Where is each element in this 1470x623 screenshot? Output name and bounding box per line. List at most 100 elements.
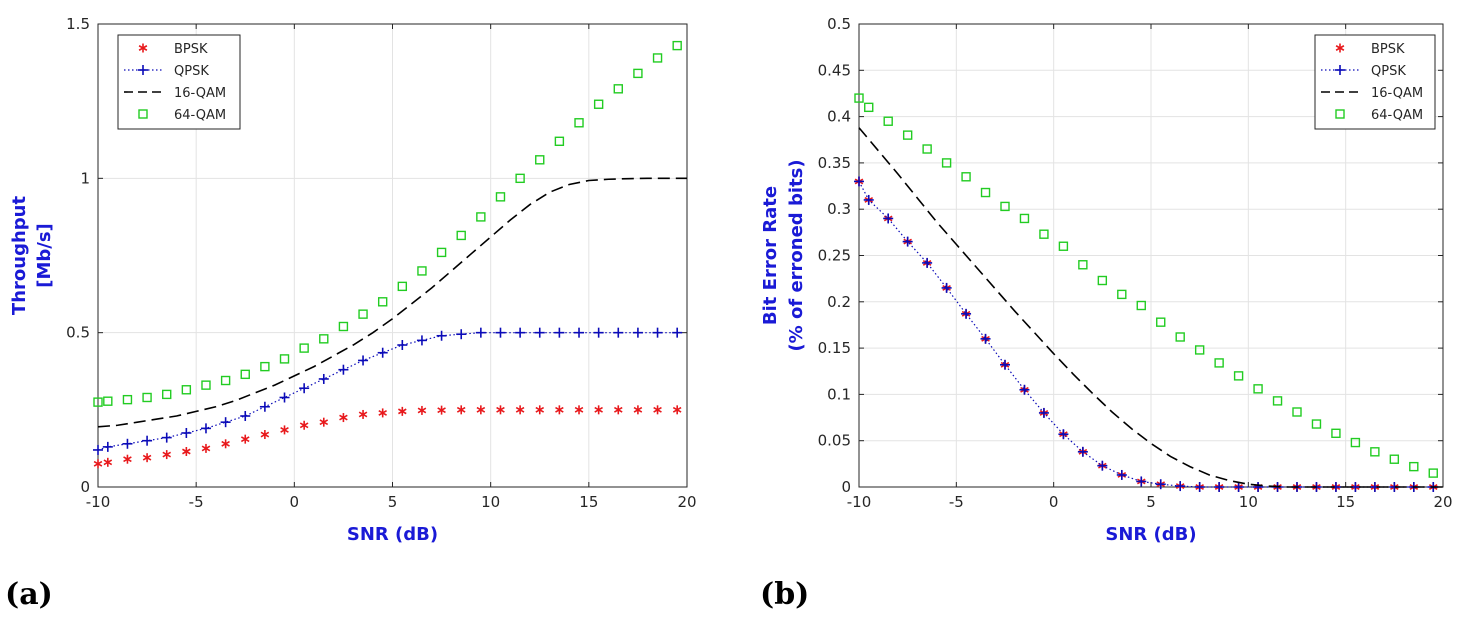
data-point	[1097, 275, 1108, 286]
data-point	[338, 364, 349, 375]
legend-item: 16-QAM	[124, 86, 226, 101]
data-point	[613, 327, 624, 338]
data-point	[299, 420, 309, 430]
data-point	[1077, 446, 1088, 457]
data-point	[240, 434, 250, 444]
data-point	[534, 327, 545, 338]
data-point	[652, 327, 663, 338]
data-point	[279, 392, 290, 403]
data-point	[476, 405, 486, 415]
legend-label: QPSK	[174, 64, 209, 79]
legend-swatch	[138, 109, 148, 119]
legend-swatch	[138, 43, 148, 53]
y-tick-label: 0.15	[818, 339, 851, 357]
data-point	[515, 405, 525, 415]
series-16-qam	[858, 127, 1443, 488]
data-point	[1000, 201, 1010, 212]
data-point	[633, 68, 643, 79]
data-point	[436, 330, 447, 341]
data-point	[1136, 476, 1147, 487]
data-point	[1019, 213, 1030, 224]
x-tick-label: -10	[86, 493, 111, 511]
data-point	[398, 406, 407, 416]
data-point	[456, 329, 467, 340]
x-tick-label: 5	[388, 493, 398, 511]
y-axis-label: Throughput	[9, 196, 30, 316]
x-tick-label: 10	[1239, 493, 1258, 511]
legend-item: 64-QAM	[138, 108, 226, 123]
data-point	[456, 405, 466, 415]
y-tick-label: 0.45	[818, 61, 851, 79]
data-point	[555, 405, 564, 415]
chart-a: -10 -5 0 5 10 15 20 0 0.5 1 1.5 SNR (dB) Throughput[…	[9, 15, 697, 545]
data-point	[240, 369, 250, 380]
data-point	[103, 396, 113, 406]
data-point	[280, 425, 289, 435]
data-point	[535, 405, 545, 415]
series-64-qam	[854, 93, 1438, 478]
data-point	[1019, 384, 1030, 395]
data-point	[93, 397, 103, 407]
data-point	[475, 327, 486, 338]
series-line	[858, 127, 1443, 488]
data-point	[200, 423, 211, 434]
legend-label: BPSK	[1371, 42, 1405, 57]
data-point	[1117, 289, 1127, 300]
data-point	[1331, 428, 1341, 438]
data-point	[632, 327, 643, 338]
data-point	[299, 383, 310, 394]
data-point	[883, 213, 894, 224]
x-tick-label: -5	[949, 493, 964, 511]
data-point	[417, 405, 427, 415]
data-point	[961, 308, 972, 319]
data-point	[902, 236, 913, 247]
data-point	[633, 405, 643, 415]
data-point	[652, 53, 663, 63]
data-point	[854, 93, 864, 103]
data-point	[594, 405, 603, 415]
data-point	[182, 447, 191, 457]
legend-item: 16-QAM	[1321, 86, 1423, 101]
data-point	[1175, 332, 1185, 342]
legend-label: QPSK	[1371, 64, 1406, 79]
x-axis-label: SNR (dB)	[347, 524, 438, 545]
x-tick-label: -10	[847, 493, 872, 511]
data-point	[476, 212, 486, 222]
y-tick-label: 0	[80, 478, 90, 496]
data-point	[201, 380, 211, 390]
data-point	[338, 321, 349, 332]
data-point	[456, 230, 466, 241]
panel-label: (a)	[5, 577, 53, 612]
data-point	[123, 454, 132, 464]
data-point	[397, 340, 408, 351]
x-axis-label: SNR (dB)	[1105, 524, 1196, 545]
data-point	[416, 335, 427, 346]
data-point	[883, 116, 893, 126]
data-point	[1389, 454, 1400, 464]
data-point	[980, 333, 991, 344]
data-point	[515, 327, 526, 338]
series-64-qam	[93, 40, 682, 407]
data-point	[1136, 300, 1146, 311]
data-point	[554, 327, 565, 338]
data-point	[1194, 482, 1205, 492]
y-tick-label: 0.2	[827, 293, 851, 311]
data-point	[181, 427, 192, 438]
data-point	[863, 194, 874, 205]
y-tick-label: 0.1	[827, 385, 851, 403]
data-point	[220, 375, 231, 386]
x-tick-label: 0	[1049, 493, 1059, 511]
y-tick-label: 0.5	[66, 324, 90, 342]
data-point	[358, 409, 368, 419]
data-point	[1233, 371, 1244, 381]
data-point	[1292, 407, 1302, 417]
data-point	[142, 453, 152, 463]
y-tick-label: 0.05	[818, 432, 851, 450]
data-point	[961, 172, 971, 182]
data-point	[1175, 481, 1186, 492]
data-point	[417, 266, 427, 276]
series-qpsk	[93, 327, 683, 455]
legend-label: 64-QAM	[1371, 108, 1423, 123]
data-point	[1409, 461, 1419, 472]
y-tick-label: 0.35	[818, 154, 851, 172]
